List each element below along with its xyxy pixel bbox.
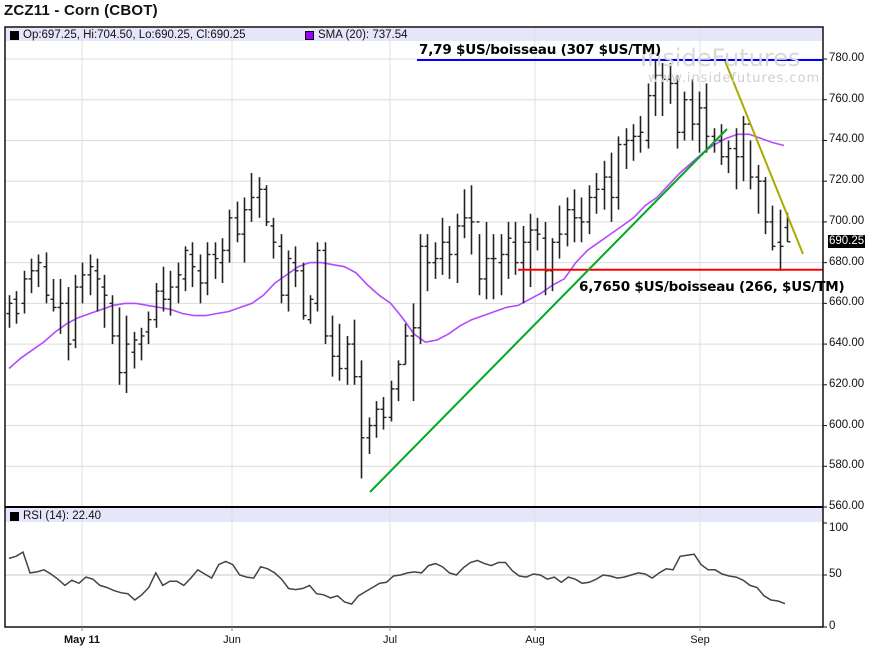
- rsi-tick-label: 100: [829, 522, 849, 534]
- date-tick-label: Sep: [690, 634, 710, 646]
- price-tick-label: 620.00: [829, 377, 865, 390]
- chart-frame: [4, 26, 827, 631]
- watermark-brand: InsideFutures: [640, 44, 801, 72]
- rsi-swatch-icon: [10, 511, 19, 521]
- ohlc-legend-text: Op:697.25, Hi:704.50, Lo:690.25, Cl:690.…: [23, 29, 246, 41]
- sma-line: [8, 133, 785, 370]
- rsi-tick-label: 0: [829, 620, 836, 632]
- price-tick-label: 700.00: [829, 214, 865, 227]
- price-tick-label: 680.00: [829, 255, 865, 268]
- price-tick-label: 720.00: [829, 174, 865, 187]
- date-tick-label: Jul: [382, 634, 398, 646]
- price-tick-label: 780.00: [829, 52, 865, 64]
- price-tick-label: 640.00: [829, 337, 865, 350]
- date-tick-label: May 11: [63, 634, 101, 646]
- sma-legend-text: SMA (20): 737.54: [318, 29, 408, 41]
- sma-swatch-icon: [305, 30, 314, 40]
- price-tick-label: 580.00: [829, 459, 865, 472]
- rsi-tick-label: 50: [829, 568, 842, 580]
- price-bars: [6, 59, 791, 479]
- rsi-line: [8, 550, 786, 605]
- annotation-lines: [369, 59, 823, 493]
- support-label: 6,7650 $US/boisseau (266, $US/TM): [579, 279, 845, 295]
- price-tick-label: 600.00: [829, 418, 865, 431]
- watermark-url: www.insidefutures.com: [648, 71, 821, 86]
- price-tick-label: 660.00: [829, 296, 865, 309]
- date-tick-label: Jun: [223, 634, 241, 646]
- chart-title: ZCZ11 - Corn (CBOT): [4, 2, 158, 19]
- ohlc-swatch-icon: [10, 30, 19, 40]
- ohlc-legend: Op:697.25, Hi:704.50, Lo:690.25, Cl:690.…: [10, 29, 246, 41]
- grid-lines: [5, 27, 823, 627]
- price-tick-label: 560.00: [829, 500, 865, 512]
- rsi-legend-text: RSI (14): 22.40: [23, 510, 101, 522]
- sma-legend: SMA (20): 737.54: [305, 29, 408, 41]
- resistance-label: 7,79 $US/boisseau (307 $US/TM): [419, 42, 662, 58]
- price-tick-label: 740.00: [829, 133, 865, 146]
- date-tick-label: Aug: [525, 634, 545, 646]
- rsi-legend: RSI (14): 22.40: [10, 510, 101, 522]
- last-price-tag: 690.25: [828, 235, 866, 248]
- price-tick-label: 760.00: [829, 92, 865, 105]
